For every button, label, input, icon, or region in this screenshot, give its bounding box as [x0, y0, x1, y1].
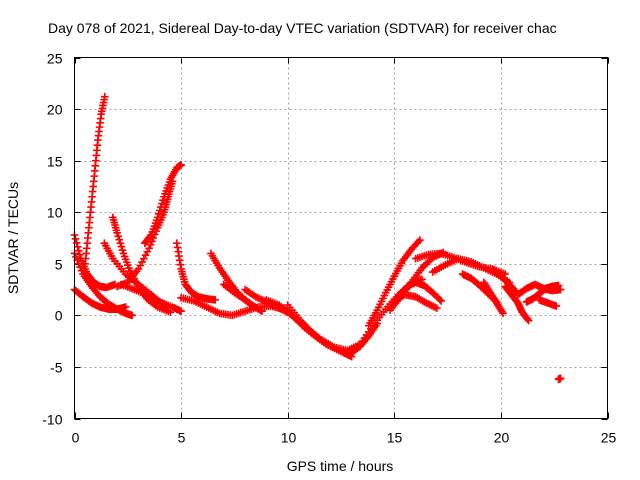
data-point	[162, 187, 170, 195]
x-tick-label: 5	[178, 430, 186, 446]
data-point	[177, 160, 185, 169]
x-tick-label: 25	[601, 430, 617, 446]
data-point	[147, 231, 156, 239]
data-point	[73, 242, 82, 251]
data-point	[153, 213, 162, 222]
series-arc-24	[480, 278, 507, 318]
series-arc-28	[522, 281, 563, 306]
data-point	[154, 210, 163, 218]
data-point	[177, 307, 185, 316]
data-point	[157, 203, 165, 211]
y-tick-label: 5	[55, 257, 63, 273]
data-point	[373, 319, 382, 328]
data-point	[122, 258, 131, 267]
data-point	[151, 219, 160, 228]
y-tick-label: 15	[47, 154, 63, 170]
data-point	[117, 242, 126, 251]
series-arc-4	[70, 285, 130, 313]
series-arc-19	[403, 278, 446, 305]
y-tick-label: -5	[50, 360, 63, 376]
y-tick-labels: -10 -5 0 5 10 15 20 25	[42, 51, 62, 428]
series-arc-17	[364, 236, 424, 330]
series-arc-2	[81, 92, 109, 268]
data-point	[161, 190, 169, 198]
x-tick-label: 10	[281, 430, 297, 446]
data-point	[163, 184, 172, 192]
data-point	[152, 216, 161, 225]
data-point	[160, 192, 168, 201]
data-point	[121, 255, 130, 264]
plot-frame	[74, 57, 608, 419]
data-point	[416, 236, 424, 244]
data-point	[125, 264, 133, 272]
data-point	[121, 303, 130, 311]
data-point	[556, 285, 565, 294]
series-arc-8	[141, 160, 185, 247]
data-point	[150, 222, 159, 230]
data-point	[211, 296, 220, 304]
data-point	[113, 229, 121, 237]
chart-title: Day 078 of 2021, Sidereal Day-to-day VTE…	[48, 20, 557, 36]
series-arc-29	[535, 296, 561, 310]
data-point	[433, 304, 441, 312]
series-arc-25	[488, 265, 522, 298]
data-point	[118, 246, 127, 254]
y-tick-label: 0	[55, 308, 63, 324]
y-axis-label: SDTVAR / TECUs	[5, 182, 21, 294]
data-point	[164, 181, 173, 189]
data-point	[76, 250, 84, 259]
series-arc-16	[283, 301, 382, 357]
data-point	[437, 297, 446, 305]
data-point	[258, 307, 266, 316]
data-point	[165, 178, 174, 186]
data-points	[70, 92, 565, 384]
data-point	[124, 261, 132, 269]
y-tick-label: 20	[47, 102, 63, 118]
series-arc-13	[219, 280, 266, 316]
series-arc-26	[501, 282, 533, 325]
series-arc-9	[117, 280, 185, 316]
data-point	[115, 235, 124, 244]
data-point	[554, 281, 563, 290]
data-point	[155, 206, 164, 215]
data-point	[166, 308, 175, 317]
grid-lines	[74, 57, 608, 419]
data-point	[148, 228, 157, 236]
y-tick-label: -10	[42, 412, 62, 428]
x-tick-label: 0	[72, 430, 80, 446]
data-point	[556, 374, 565, 383]
data-point	[158, 199, 166, 208]
data-point	[120, 252, 129, 261]
data-point	[100, 92, 109, 101]
data-point	[114, 232, 123, 241]
data-point	[499, 309, 507, 318]
series-outlier	[554, 374, 565, 384]
data-point	[116, 239, 125, 247]
y-tick-label: 10	[47, 205, 63, 221]
data-point	[524, 316, 533, 325]
data-point	[159, 196, 167, 204]
data-point	[149, 225, 158, 233]
series-arc-10	[173, 239, 220, 304]
data-point	[128, 311, 136, 320]
data-point	[119, 249, 128, 258]
x-tick-label: 20	[494, 430, 510, 446]
x-axis-label: GPS time / hours	[287, 458, 394, 474]
data-point	[74, 246, 83, 255]
series-arc-20	[390, 290, 441, 312]
x-tick-label: 15	[387, 430, 403, 446]
data-point	[71, 235, 80, 243]
x-tick-labels: 0 5 10 15 20 25	[72, 430, 617, 446]
data-point	[552, 302, 561, 310]
y-tick-label: 25	[47, 51, 63, 67]
